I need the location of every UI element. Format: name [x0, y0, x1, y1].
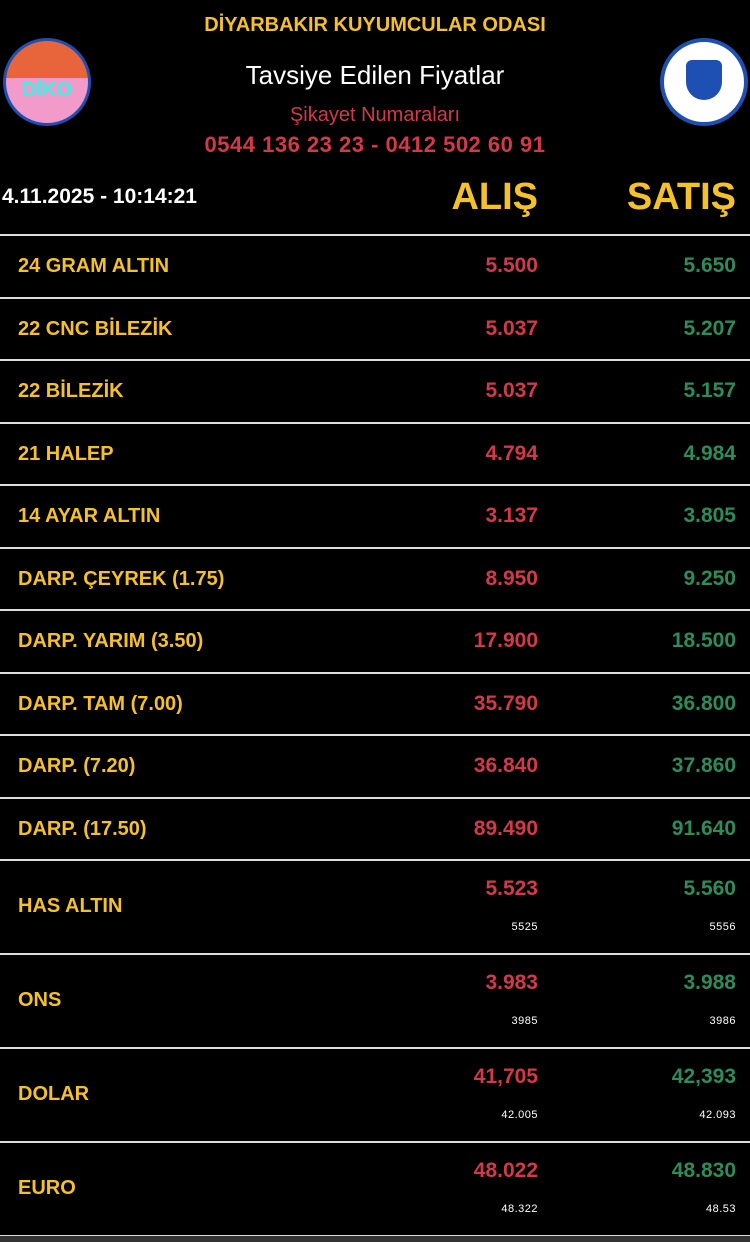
price-row[interactable]: DARP. (17.50) 89.490 91.640	[0, 797, 750, 859]
sell-price: 5.560	[683, 877, 736, 900]
sell-price: 42,393	[671, 1065, 736, 1088]
item-name: 24 GRAM ALTIN	[18, 255, 170, 277]
buy-reference: 3985	[511, 1015, 538, 1027]
buy-price: 4.794	[485, 441, 538, 465]
buy-reference: 48.322	[501, 1203, 538, 1215]
market-row[interactable]: HAS ALTIN 5.523 5.560 5525 5556	[0, 859, 750, 953]
row-divider	[0, 234, 750, 236]
organization-title: DİYARBAKIR KUYUMCULAR ODASI	[204, 14, 546, 36]
buy-price: 41,705	[473, 1065, 538, 1088]
sell-price: 91.640	[671, 816, 736, 840]
sell-column-header: SATIŞ	[626, 176, 736, 218]
page-subtitle: Tavsiye Edilen Fiyatlar	[245, 60, 505, 90]
price-row[interactable]: DARP. (7.20) 36.840 37.860	[0, 734, 750, 796]
buy-price: 36.840	[473, 754, 538, 777]
row-divider	[0, 953, 750, 955]
sell-price: 18.500	[671, 629, 736, 652]
row-divider	[0, 1047, 750, 1049]
item-name: HAS ALTIN	[18, 895, 123, 917]
sell-price: 3.988	[683, 971, 736, 994]
price-row[interactable]: 22 BİLEZİK 5.037 5.157	[0, 359, 750, 421]
diko-logo: DİKO	[3, 38, 91, 126]
row-divider	[0, 1141, 750, 1143]
row-divider	[0, 609, 750, 611]
complaint-phones[interactable]: 0544 136 23 23 - 0412 502 60 91	[204, 132, 546, 157]
item-name: DARP. YARIM (3.50)	[18, 630, 204, 652]
row-divider	[0, 671, 750, 674]
row-divider	[0, 359, 750, 361]
buy-price: 5.037	[485, 316, 538, 340]
cooperative-logo	[660, 38, 748, 126]
complaint-label: Şikayet Numaraları	[289, 104, 461, 126]
price-row[interactable]: 14 AYAR ALTIN 3.137 3.805	[0, 484, 750, 546]
buy-price: 48.022	[473, 1159, 538, 1182]
sell-price: 3.805	[683, 504, 736, 527]
item-name: 14 AYAR ALTIN	[18, 505, 161, 527]
sell-price: 5.207	[683, 316, 736, 340]
row-divider	[0, 296, 750, 299]
row-divider	[0, 859, 750, 861]
buy-price: 3.137	[485, 504, 538, 527]
item-name: ONS	[18, 989, 62, 1011]
price-row[interactable]: DARP. TAM (7.00) 35.790 36.800	[0, 672, 750, 734]
row-divider	[0, 796, 750, 799]
buy-price: 5.523	[485, 877, 538, 900]
price-row[interactable]: 24 GRAM ALTIN 5.500 5.650	[0, 234, 750, 296]
buy-price: 5.500	[485, 254, 538, 277]
diko-logo-text: DİKO	[22, 79, 72, 101]
buy-price: 17.900	[473, 629, 538, 652]
buy-reference: 5525	[511, 921, 538, 933]
buy-reference: 42.005	[501, 1109, 538, 1121]
buy-price: 89.490	[473, 816, 538, 840]
buy-price: 8.950	[485, 566, 538, 590]
market-row[interactable]: ONS 3.983 3.988 3985 3986	[0, 953, 750, 1047]
row-divider	[0, 484, 750, 486]
sell-price: 36.800	[671, 691, 736, 715]
buy-column-header: ALIŞ	[451, 176, 538, 218]
item-name: DARP. TAM (7.00)	[18, 692, 183, 715]
sell-reference: 5556	[709, 921, 736, 933]
sell-price: 5.650	[683, 254, 736, 277]
item-name: DARP. ÇEYREK (1.75)	[18, 567, 225, 590]
bottom-bar	[0, 1236, 750, 1242]
item-name: 22 BİLEZİK	[18, 380, 124, 402]
hands-emblem-icon	[686, 60, 722, 100]
item-name: 21 HALEP	[18, 442, 114, 465]
update-datetime: 4.11.2025 - 10:14:21	[2, 185, 197, 208]
item-name: EURO	[18, 1177, 76, 1199]
buy-price: 3.983	[485, 971, 538, 994]
price-row[interactable]: DARP. ÇEYREK (1.75) 8.950 9.250	[0, 547, 750, 609]
sell-price: 9.250	[683, 566, 736, 590]
sell-reference: 3986	[709, 1015, 736, 1027]
buy-price: 35.790	[473, 691, 538, 715]
item-name: DARP. (7.20)	[18, 755, 136, 777]
row-divider	[0, 421, 750, 424]
price-row[interactable]: 21 HALEP 4.794 4.984	[0, 422, 750, 484]
sell-reference: 48.53	[705, 1203, 736, 1215]
sell-price: 37.860	[671, 754, 736, 777]
market-row[interactable]: EURO 48.022 48.830 48.322 48.53	[0, 1141, 750, 1235]
row-divider	[0, 546, 750, 549]
price-row[interactable]: DARP. YARIM (3.50) 17.900 18.500	[0, 609, 750, 671]
sell-price: 48.830	[671, 1159, 736, 1182]
sell-price: 5.157	[683, 379, 736, 402]
price-row[interactable]: 22 CNC BİLEZİK 5.037 5.207	[0, 297, 750, 359]
sell-price: 4.984	[683, 441, 736, 465]
row-divider	[0, 734, 750, 736]
item-name: DARP. (17.50)	[18, 817, 147, 840]
market-row[interactable]: DOLAR 41,705 42,393 42.005 42.093	[0, 1047, 750, 1141]
item-name: 22 CNC BİLEZİK	[18, 317, 173, 340]
sell-reference: 42.093	[699, 1109, 736, 1121]
item-name: DOLAR	[18, 1083, 90, 1105]
buy-price: 5.037	[485, 379, 538, 402]
